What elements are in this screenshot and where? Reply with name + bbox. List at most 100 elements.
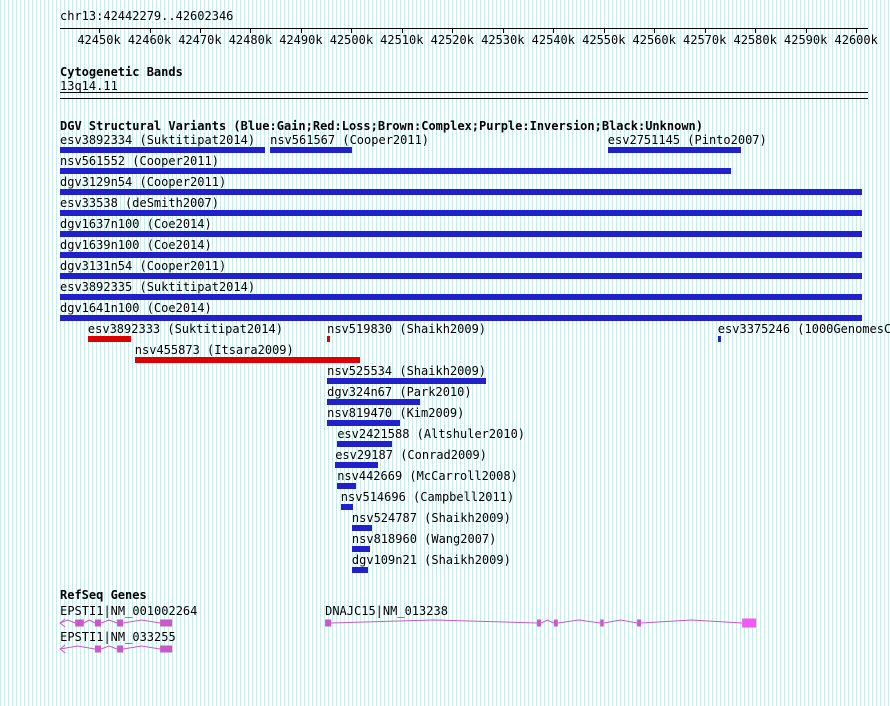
ruler-tick (250, 28, 252, 33)
variant-label: dgv3131n54 (Cooper2011) (60, 259, 227, 273)
variant-label: dgv324n67 (Park2010) (327, 385, 472, 399)
gene-exon[interactable] (94, 619, 101, 627)
ruler-tick-label: 42460k (127, 33, 172, 47)
variant-label: nsv525534 (Shaikh2009) (327, 364, 487, 378)
variant-bar[interactable] (327, 378, 487, 384)
variant-bar[interactable] (337, 483, 356, 489)
ruler-tick (300, 28, 302, 33)
gene-label: EPSTI1|NM_001002264 (60, 604, 198, 618)
variant-label: esv3892334 (Suktitipat2014) (60, 133, 256, 147)
ruler-tick-label: 42470k (178, 33, 222, 47)
ruler-tick (502, 28, 504, 33)
cytoband-glyph (60, 92, 868, 99)
variant-label: esv29187 (Conrad2009) (335, 448, 487, 462)
variant-label: nsv519830 (Shaikh2009) (327, 322, 487, 336)
ruler-tick-label: 42590k (784, 33, 828, 47)
ruler-tick-label: 42490k (279, 33, 323, 47)
gene-exon[interactable] (160, 619, 173, 627)
variant-bar[interactable] (340, 504, 353, 510)
gene-utr-box[interactable] (742, 618, 757, 628)
ruler-tick-label: 42600k (834, 33, 878, 47)
variant-bar[interactable] (717, 336, 721, 342)
gene-glyph-layer (0, 615, 890, 654)
variant-bar[interactable] (270, 147, 352, 153)
ruler-tick-label: 42510k (380, 33, 424, 47)
variant-label: nsv818960 (Wang2007) (351, 532, 497, 546)
variant-label: dgv1639n100 (Coe2014) (60, 238, 212, 252)
ruler-tick (704, 28, 706, 33)
gene-exon[interactable] (160, 645, 173, 653)
gene-exon[interactable] (117, 645, 124, 653)
variant-bar[interactable] (327, 399, 420, 405)
ruler-axis-line (60, 28, 868, 29)
variant-label: nsv561552 (Cooper2011) (60, 154, 219, 168)
region-label: chr13:42442279..42602346 (60, 9, 234, 23)
refseq-section-title: RefSeq Genes (60, 588, 147, 602)
variant-bar[interactable] (351, 525, 373, 531)
variant-label: esv33538 (deSmith2007) (60, 196, 219, 210)
variant-bar[interactable] (327, 336, 331, 342)
gene-strand-arrow-icon (59, 644, 66, 654)
variant-bar[interactable] (327, 420, 400, 426)
variant-bar[interactable] (607, 147, 742, 153)
variant-bar[interactable] (60, 189, 863, 195)
gene-exon[interactable] (600, 619, 604, 627)
variant-label: esv2751145 (Pinto2007) (607, 133, 767, 147)
variant-bar[interactable] (60, 210, 863, 216)
cytoband-label: 13q14.11 (60, 79, 118, 93)
variant-bar[interactable] (335, 462, 379, 468)
gene-exon[interactable] (537, 619, 542, 627)
ruler-tick (452, 28, 454, 33)
ruler-tick-label: 42580k (733, 33, 777, 47)
ruler-tick (603, 28, 605, 33)
variant-bar[interactable] (351, 567, 369, 573)
variant-label: dgv1641n100 (Coe2014) (60, 301, 212, 315)
ruler-tick-label: 42540k (531, 33, 575, 47)
variant-bar[interactable] (337, 441, 392, 447)
variant-bar[interactable] (60, 315, 863, 321)
ruler-tick-label: 42550k (582, 33, 626, 47)
variant-bar[interactable] (60, 294, 863, 300)
variant-label: esv3375246 (1000GenomesConsor (717, 322, 890, 336)
variant-bar[interactable] (60, 147, 266, 153)
variant-label: nsv455873 (Itsara2009) (134, 343, 294, 357)
variant-bar[interactable] (60, 273, 863, 279)
gene-exon[interactable] (325, 619, 332, 627)
ruler-tick (856, 28, 858, 33)
variant-label: dgv1637n100 (Coe2014) (60, 217, 212, 231)
ruler-tick-label: 42530k (481, 33, 525, 47)
gene-exon[interactable] (553, 619, 558, 627)
ruler-tick-label: 42450k (77, 33, 121, 47)
gene-intron-line (60, 646, 172, 649)
gene-label: EPSTI1|NM_033255 (60, 630, 176, 644)
ruler-tick (99, 28, 100, 33)
gene-exon[interactable] (75, 619, 84, 627)
variant-label: dgv3129n54 (Cooper2011) (60, 175, 227, 189)
variant-bar[interactable] (87, 336, 131, 342)
ruler-tick (149, 28, 151, 33)
dgv-section-title: DGV Structural Variants (Blue:Gain;Red:L… (60, 119, 703, 133)
variant-bar[interactable] (134, 357, 360, 363)
variant-bar[interactable] (60, 231, 863, 237)
variant-bar[interactable] (60, 252, 863, 258)
variant-label: nsv561567 (Cooper2011) (270, 133, 430, 147)
variant-bar[interactable] (351, 546, 371, 552)
variant-label: nsv524787 (Shaikh2009) (351, 511, 511, 525)
gene-exon[interactable] (117, 619, 124, 627)
ruler-tick (553, 28, 555, 33)
variant-label: nsv514696 (Campbell2011) (340, 490, 515, 504)
ruler-tick-label: 42570k (683, 33, 727, 47)
variant-label: dgv109n21 (Shaikh2009) (351, 553, 511, 567)
gene-exon[interactable] (94, 645, 101, 653)
variant-label: esv3892335 (Suktitipat2014) (60, 280, 256, 294)
ruler-tick-label: 42560k (632, 33, 676, 47)
variant-label: esv2421588 (Altshuler2010) (337, 427, 526, 441)
variant-bar[interactable] (60, 168, 731, 174)
variant-label: esv3892333 (Suktitipat2014) (87, 322, 283, 336)
ruler-tick-label: 42500k (329, 33, 374, 47)
gene-exon[interactable] (637, 619, 642, 627)
ruler-tick (755, 28, 757, 33)
ruler-tick (199, 28, 201, 33)
gene-label: DNAJC15|NM_013238 (325, 604, 448, 618)
